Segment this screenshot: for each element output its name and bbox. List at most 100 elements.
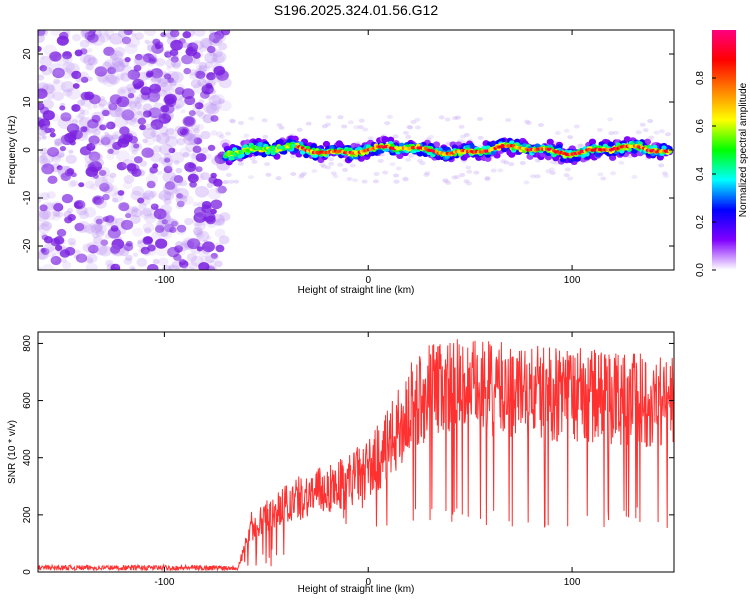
halo-cell — [341, 124, 348, 129]
y-tick-label: 0 — [22, 147, 33, 153]
snr-x-axis-label: Height of straight line (km) — [298, 584, 415, 595]
noise-cell — [193, 83, 206, 94]
noise-cell — [206, 103, 220, 115]
noise-cell — [132, 252, 139, 257]
noise-cell — [162, 71, 168, 76]
noise-cell — [109, 106, 123, 118]
halo-cell — [549, 160, 556, 165]
noise-cell — [70, 172, 77, 178]
halo-cell — [428, 134, 435, 139]
noise-cell — [39, 204, 48, 212]
noise-cell — [100, 96, 105, 101]
noise-cell — [51, 214, 61, 221]
noise-cell — [189, 72, 198, 80]
noise-cell — [150, 68, 163, 79]
halo-cell — [382, 170, 389, 175]
halo-cell — [477, 135, 484, 140]
halo-cell — [392, 134, 399, 139]
x-tick-label: 0 — [365, 577, 371, 588]
noise-cell — [161, 156, 174, 167]
signal-cell — [508, 151, 516, 158]
noise-cell — [79, 39, 90, 48]
halo-cell — [664, 132, 671, 137]
y-tick-label: 0 — [22, 569, 33, 575]
noise-cell — [135, 53, 143, 61]
noise-cell — [87, 105, 93, 110]
halo-cell — [548, 167, 555, 172]
noise-cell — [154, 225, 165, 233]
noise-cell — [164, 93, 177, 105]
noise-cell — [188, 261, 198, 270]
halo-cell — [618, 160, 625, 165]
halo-cell — [505, 118, 512, 123]
noise-cell — [141, 192, 150, 200]
noise-cell — [192, 127, 200, 134]
noise-cell — [173, 175, 184, 184]
noise-cell — [80, 76, 89, 83]
noise-cell — [108, 101, 116, 107]
noise-cell — [45, 202, 56, 211]
noise-cell — [205, 82, 213, 89]
noise-cell — [56, 166, 65, 174]
noise-cell — [195, 70, 206, 79]
noise-cell — [38, 192, 42, 198]
noise-cell — [185, 56, 196, 65]
snr-y-axis-label: SNR (10 * v/v) — [7, 420, 18, 484]
noise-cell — [196, 65, 203, 71]
noise-cell — [165, 113, 173, 120]
noise-cell — [108, 75, 120, 85]
noise-cell — [78, 210, 90, 220]
halo-cell — [525, 121, 532, 126]
noise-cell — [174, 105, 180, 111]
heatmap-x-axis-label: Height of straight line (km) — [298, 285, 415, 296]
signal-cell — [387, 136, 395, 144]
noise-cell — [141, 113, 148, 119]
noise-cell — [197, 124, 205, 131]
halo-cell — [278, 125, 285, 130]
noise-cell — [52, 210, 61, 217]
noise-cell — [197, 112, 207, 119]
noise-cell — [129, 100, 142, 111]
noise-cell — [144, 213, 157, 224]
noise-cell — [98, 169, 107, 177]
noise-cell — [139, 160, 148, 167]
noise-cell — [212, 51, 227, 64]
noise-cell — [93, 158, 105, 168]
noise-cell — [219, 212, 231, 222]
noise-cell — [38, 45, 42, 53]
noise-cell — [119, 40, 126, 45]
noise-cell — [45, 84, 56, 93]
noise-cell — [195, 153, 207, 163]
noise-cell — [120, 219, 134, 230]
noise-cell — [135, 107, 150, 120]
noise-cell — [142, 127, 156, 139]
noise-cell — [209, 88, 216, 94]
noise-cell — [186, 253, 198, 262]
halo-cell — [635, 130, 642, 135]
noise-cell — [42, 221, 50, 227]
noise-cell — [208, 32, 222, 43]
noise-cell — [81, 30, 95, 36]
noise-cell — [147, 91, 161, 102]
noise-cell — [176, 224, 187, 233]
halo-cell — [225, 172, 232, 177]
halo-cell — [473, 170, 480, 175]
noise-cell — [38, 118, 51, 129]
noise-cell — [104, 30, 115, 37]
halo-cell — [639, 122, 646, 127]
noise-cell — [50, 30, 61, 37]
halo-cell — [275, 176, 282, 181]
halo-cell — [608, 131, 615, 136]
noise-cell — [150, 53, 158, 60]
noise-cell — [206, 235, 212, 240]
noise-cell — [116, 73, 125, 81]
noise-cell — [190, 171, 204, 183]
noise-cell — [100, 239, 109, 246]
noise-cell — [80, 126, 88, 133]
noise-cell — [181, 267, 187, 270]
noise-cell — [193, 137, 203, 145]
noise-cell — [142, 110, 152, 118]
halo-cell — [261, 118, 268, 123]
noise-cell — [108, 64, 120, 74]
noise-cell — [150, 203, 159, 210]
